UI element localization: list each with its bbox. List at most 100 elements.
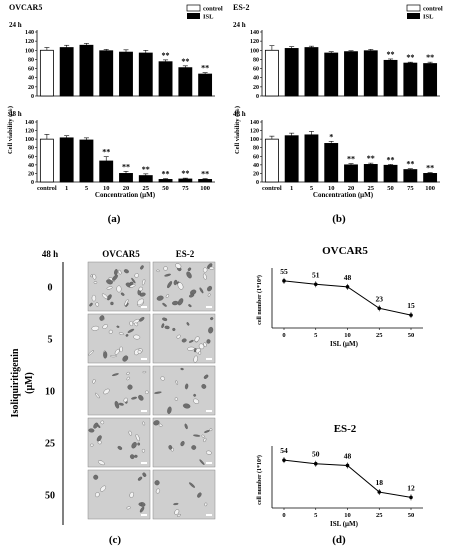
cell-3-0-14 bbox=[97, 440, 102, 445]
bar-2-5 bbox=[363, 50, 378, 97]
cell-3-1-12 bbox=[184, 423, 188, 430]
bar-ytick-label-3-0: 0 bbox=[256, 180, 259, 186]
b-24h-label: 24 h bbox=[233, 21, 246, 29]
bar-ytick-label-2-6: 120 bbox=[250, 39, 259, 45]
bar-3-7 bbox=[403, 169, 418, 183]
b-legend-isl: ISL bbox=[423, 14, 434, 21]
a-24h-label: 24 h bbox=[9, 21, 22, 29]
cell-3-1-13 bbox=[201, 434, 205, 438]
a-legend-control: control bbox=[203, 6, 223, 13]
scale-bar-3-1 bbox=[206, 462, 212, 464]
cell-1-0-5 bbox=[91, 325, 100, 331]
cell-0-0-30 bbox=[114, 269, 118, 276]
cell-0-0-10 bbox=[106, 286, 113, 290]
d-bottom-title: ES-2 bbox=[334, 423, 357, 435]
significance-2-8: ** bbox=[426, 53, 434, 62]
significance-1-5: ** bbox=[142, 165, 150, 174]
line-xtick-label-5-2: 10 bbox=[344, 512, 351, 519]
cell-1-1-11 bbox=[198, 343, 205, 350]
bar-0-6 bbox=[158, 61, 173, 97]
c-row-label-2: 10 bbox=[45, 387, 55, 398]
cell-0-0-25 bbox=[101, 293, 108, 300]
cell-0-1-25 bbox=[187, 267, 192, 272]
cell-4-0-7 bbox=[138, 502, 143, 506]
cell-3-0-7 bbox=[100, 420, 105, 425]
cell-4-0-3 bbox=[95, 492, 100, 498]
cell-3-0-4 bbox=[88, 428, 95, 433]
bar-3-6 bbox=[383, 164, 398, 183]
cell-0-1-12 bbox=[173, 279, 178, 286]
line-data-label-4-4: 15 bbox=[407, 301, 415, 310]
bar-0-8 bbox=[198, 73, 213, 97]
cell-2-1-6 bbox=[203, 374, 209, 379]
cell-0-0-26 bbox=[138, 286, 143, 292]
cell-0-1-16 bbox=[164, 273, 171, 277]
cell-1-1-12 bbox=[194, 336, 200, 342]
bar-ytick-label-1-3: 60 bbox=[28, 154, 34, 160]
cell-2-0-8 bbox=[123, 397, 128, 403]
significance-1-6: ** bbox=[162, 170, 170, 179]
cell-3-1-6 bbox=[191, 445, 197, 450]
cell-2-0-12 bbox=[118, 402, 124, 406]
bar-2-4 bbox=[344, 51, 358, 97]
d-top-xlabel: ISL (μM) bbox=[330, 340, 359, 348]
bar-1-5 bbox=[138, 175, 153, 183]
cell-1-0-13 bbox=[88, 350, 94, 356]
bar-ytick-label-2-1: 20 bbox=[253, 85, 259, 91]
a-legend-isl-swatch bbox=[187, 13, 200, 19]
line-xtick-label-4-3: 25 bbox=[376, 332, 383, 339]
b-legend-control: control bbox=[423, 6, 443, 13]
cell-0-1-17 bbox=[189, 293, 195, 298]
cell-4-1-2 bbox=[189, 482, 195, 488]
bar-3-0 bbox=[264, 138, 279, 183]
cell-1-1-19 bbox=[181, 338, 187, 343]
cell-1-1-5 bbox=[176, 334, 181, 339]
cell-0-0-2 bbox=[134, 273, 139, 278]
d-top-ylabel: cell number (1*10⁴) bbox=[256, 275, 263, 325]
cell-1-0-19 bbox=[127, 328, 135, 333]
cell-2-1-3 bbox=[184, 383, 189, 390]
significance-0-8: ** bbox=[201, 64, 209, 73]
cell-0-1-22 bbox=[207, 293, 211, 297]
b-48h-label: 48 h bbox=[233, 110, 246, 118]
significance-1-8: ** bbox=[201, 170, 209, 179]
bar-ytick-label-1-0: 0 bbox=[31, 180, 34, 186]
scale-bar-1-0 bbox=[141, 358, 147, 360]
bar-ytick-label-1-2: 40 bbox=[28, 163, 34, 169]
line-data-label-5-0: 54 bbox=[280, 446, 288, 455]
bar-xtick-label-3-2: 5 bbox=[310, 185, 314, 192]
cell-1-1-16 bbox=[164, 325, 170, 330]
cell-4-0-4 bbox=[93, 474, 99, 480]
line-xtick-label-4-1: 5 bbox=[314, 332, 318, 339]
bar-1-4 bbox=[119, 173, 133, 183]
cell-0-0-7 bbox=[92, 274, 97, 280]
cell-2-1-0 bbox=[180, 367, 184, 371]
cell-0-0-14 bbox=[93, 281, 98, 284]
significance-2-6: ** bbox=[387, 50, 395, 59]
d-bottom-ylabel: cell number (1*10⁴) bbox=[256, 455, 263, 505]
bar-ytick-label-3-3: 60 bbox=[253, 154, 259, 160]
cell-3-0-9 bbox=[141, 449, 146, 453]
bar-xtick-label-1-0: control bbox=[37, 185, 57, 192]
cell-0-1-11 bbox=[177, 298, 184, 306]
cell-3-1-7 bbox=[203, 437, 207, 443]
bar-ytick-label-1-4: 80 bbox=[28, 146, 34, 152]
bar-0-2 bbox=[79, 44, 94, 97]
significance-3-5: ** bbox=[367, 154, 375, 163]
line-xtick-label-4-0: 0 bbox=[282, 332, 285, 339]
c-col-header-es2: ES-2 bbox=[176, 249, 195, 259]
cell-4-0-1 bbox=[137, 476, 143, 481]
bar-ytick-label-1-7: 140 bbox=[25, 120, 34, 126]
cell-0-0-23 bbox=[95, 302, 99, 307]
cell-0-1-15 bbox=[172, 300, 179, 306]
bar-ytick-label-0-0: 0 bbox=[31, 94, 34, 100]
cell-0-0-17 bbox=[90, 274, 93, 278]
cell-3-1-10 bbox=[168, 445, 173, 450]
bar-1-2 bbox=[79, 139, 94, 183]
cell-0-0-22 bbox=[91, 294, 97, 302]
cell-2-1-1 bbox=[160, 376, 165, 381]
bar-ytick-label-1-6: 120 bbox=[25, 129, 34, 135]
bar-1-8 bbox=[198, 179, 213, 183]
bar-ytick-label-2-3: 60 bbox=[253, 67, 259, 73]
